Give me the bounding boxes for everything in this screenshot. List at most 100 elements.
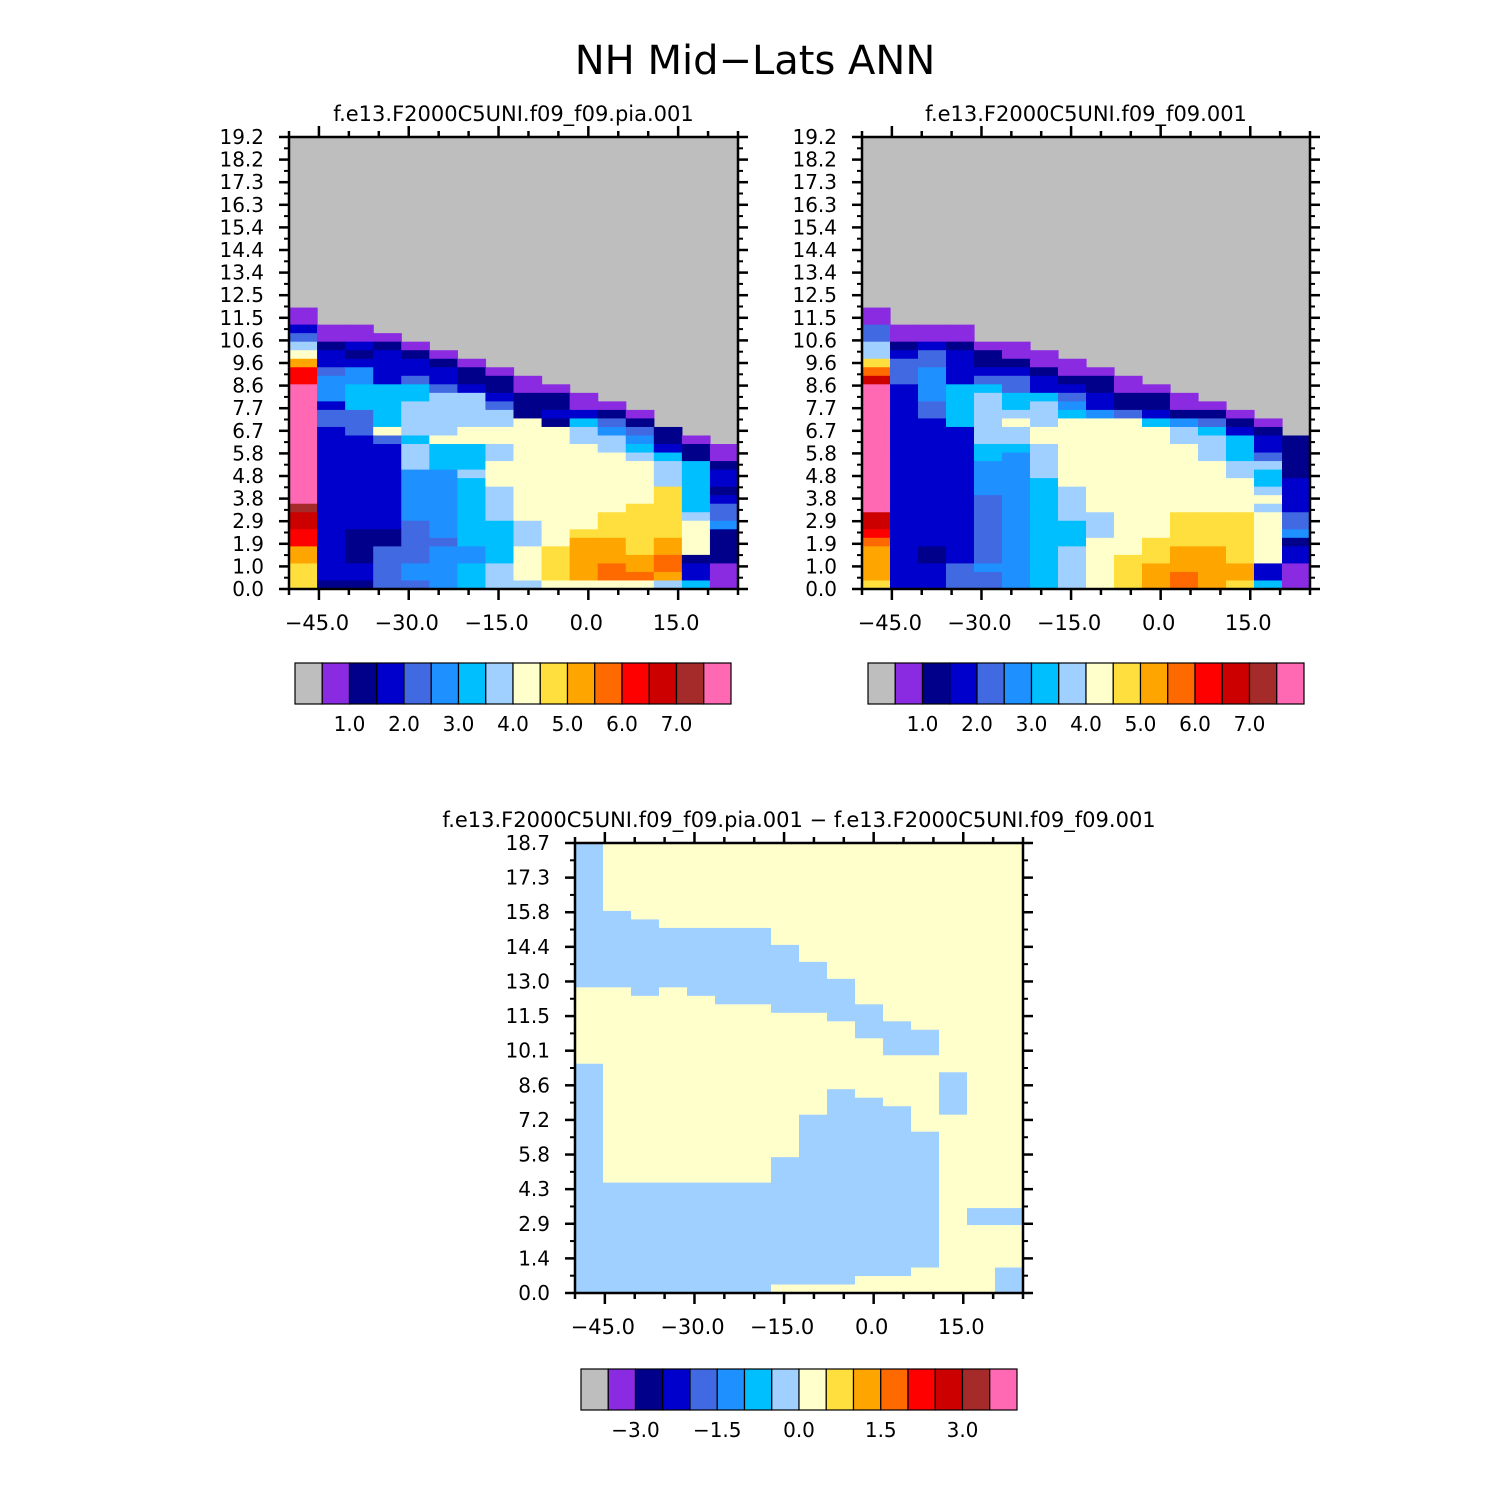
heatmap-cell (597, 512, 627, 522)
heatmap-cell (401, 537, 430, 547)
heatmap-cell (659, 1106, 688, 1116)
heatmap-cell (569, 537, 599, 547)
heatmap-cell (631, 1157, 660, 1167)
heatmap-cell (995, 927, 1024, 937)
heatmap-cell (597, 435, 627, 445)
heatmap-cell (890, 469, 919, 479)
heatmap-cell (513, 478, 543, 488)
heatmap-cell (995, 1182, 1024, 1192)
colorbar-box (934, 1368, 964, 1411)
heatmap-cell (1226, 546, 1255, 556)
heatmap-cell (799, 843, 828, 853)
heatmap-cell (1198, 469, 1227, 479)
heatmap-cell (743, 1004, 772, 1014)
heatmap-cell (946, 435, 975, 445)
heatmap-cell (799, 1131, 828, 1141)
heatmap-cell (967, 1174, 996, 1184)
heatmap-cell (575, 1097, 604, 1107)
heatmap-cell (855, 1208, 884, 1218)
y-tick-label: 8.6 (805, 374, 837, 398)
heatmap-cell (1226, 478, 1255, 488)
heatmap-cell (967, 1038, 996, 1048)
heatmap-cell (911, 851, 940, 861)
heatmap-cell (1282, 444, 1311, 454)
heatmap-cell (401, 426, 430, 437)
heatmap-cell (883, 1174, 912, 1184)
heatmap-cell (575, 1131, 604, 1141)
heatmap-cell (575, 885, 604, 895)
heatmap-cell (681, 580, 711, 590)
heatmap-cell (1254, 571, 1283, 582)
colorbar-box (703, 662, 732, 705)
heatmap-cell (1086, 435, 1115, 445)
heatmap-cell (715, 1242, 744, 1252)
heatmap-cell (743, 936, 772, 946)
heatmap-cell (883, 978, 912, 988)
heatmap-cell (939, 1216, 968, 1226)
heatmap-cell (345, 350, 374, 360)
heatmap-cell (1086, 580, 1115, 590)
heatmap-cell (317, 529, 346, 539)
heatmap-cell (1198, 401, 1227, 411)
heatmap-cell (939, 1233, 968, 1243)
heatmap-cell (911, 1131, 940, 1141)
heatmap-cell (799, 1089, 828, 1099)
heatmap-cell (743, 919, 772, 929)
heatmap-cell (317, 435, 346, 445)
heatmap-cell (771, 1004, 800, 1014)
heatmap-cell (995, 953, 1024, 963)
y-tick-label: 17.3 (505, 866, 550, 890)
heatmap-cell (709, 529, 739, 539)
heatmap-cell (799, 1148, 828, 1158)
heatmap-cell (1030, 546, 1059, 556)
heatmap-cell (687, 1250, 716, 1260)
heatmap-cell (569, 444, 599, 454)
heatmap-cell (995, 1029, 1024, 1039)
heatmap-cell (541, 571, 571, 582)
heatmap-cell (827, 1046, 856, 1056)
heatmap-cell (827, 1225, 856, 1235)
heatmap-cell (855, 1055, 884, 1065)
heatmap-cell (687, 953, 716, 963)
heatmap-cell (771, 902, 800, 912)
heatmap-cell (401, 444, 430, 454)
heatmap-cell (1142, 435, 1171, 445)
heatmap-cell (715, 1123, 744, 1133)
heatmap-cell (1226, 537, 1255, 547)
heatmap-cell (890, 392, 919, 402)
heatmap-cell (597, 537, 627, 547)
heatmap-cell (911, 902, 940, 912)
heatmap-cell (575, 1004, 604, 1014)
heatmap-cell (603, 953, 632, 963)
heatmap-cell (918, 367, 947, 377)
heatmap-cell (1170, 537, 1199, 547)
heatmap-cell (401, 529, 430, 539)
heatmap-cell (743, 1123, 772, 1133)
y-tick-label: 4.8 (232, 464, 264, 488)
heatmap-cell (743, 1038, 772, 1048)
heatmap-cell (373, 563, 402, 573)
heatmap-cell (575, 1259, 604, 1269)
heatmap-cell (373, 529, 402, 539)
y-tick-label: 11.5 (505, 1004, 550, 1028)
colorbar-box (989, 1368, 1018, 1411)
heatmap-cell (967, 978, 996, 988)
colorbar: 1.0 2.0 3.0 4.0 5.0 6.0 7.0 (867, 662, 1305, 736)
heatmap-cell (1142, 580, 1171, 590)
x-tick-label: −45.0 (571, 1315, 635, 1339)
heatmap-cell (883, 1012, 912, 1022)
heatmap-cell (827, 1199, 856, 1209)
colorbar-box (867, 662, 896, 705)
heatmap-cell (827, 1055, 856, 1065)
heatmap-cell (653, 571, 683, 582)
heatmap-cell (659, 1012, 688, 1022)
heatmap-cell (883, 1157, 912, 1167)
heatmap-cell (771, 851, 800, 861)
heatmap-cell (918, 503, 947, 513)
heatmap-cell (1002, 503, 1031, 513)
heatmap-cell (541, 478, 571, 488)
heatmap-cell (625, 503, 655, 513)
heatmap-cell (681, 512, 711, 522)
heatmap-cell (1282, 452, 1311, 462)
heatmap-cell (799, 902, 828, 912)
